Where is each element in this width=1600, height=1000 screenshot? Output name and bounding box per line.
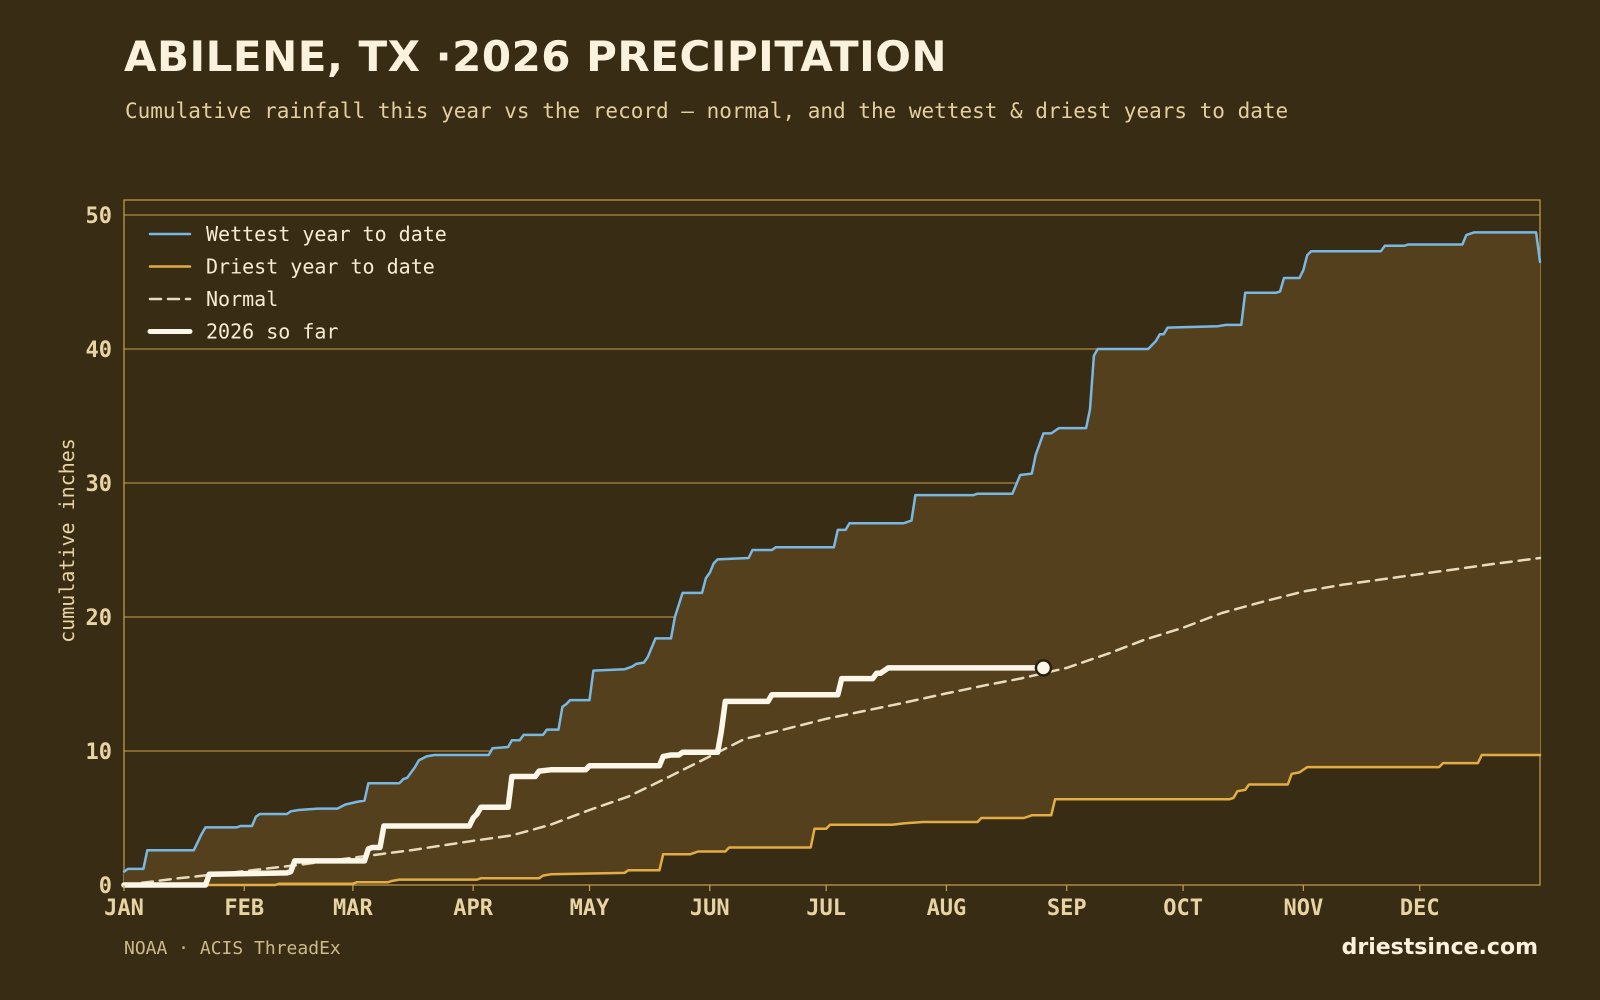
axis-layer: 0 10 20 30 40 50 JAN FEB MAR APR MAY JUN JUL AUG SEP OC…: [55, 204, 1440, 921]
series-line-driest: [122, 753, 1542, 887]
y-tick-label: 0: [99, 874, 112, 899]
y-tick-label: 10: [86, 740, 113, 765]
x-tick-label: OCT: [1163, 896, 1203, 921]
series-line-current: [121, 665, 1047, 888]
y-axis-label: cumulative inches: [55, 438, 79, 643]
record-range-band: [124, 232, 1540, 885]
series-line-normal: [122, 556, 1542, 887]
x-tick-label: SEP: [1047, 896, 1087, 921]
y-tick-label: 40: [86, 338, 113, 363]
x-tick-label: JUL: [806, 896, 846, 921]
x-tick-label: APR: [453, 896, 493, 921]
legend-label-driest: Driest year to date: [206, 255, 435, 279]
x-tick-label: AUG: [927, 896, 967, 921]
legend-label-wettest: Wettest year to date: [206, 222, 447, 246]
series-layer: [121, 231, 1542, 888]
page-subtitle: Cumulative rainfall this year vs the rec…: [125, 99, 1289, 123]
legend-label-normal: Normal: [206, 287, 278, 311]
data-source: NOAA · ACIS ThreadEx: [124, 938, 341, 959]
y-tick-label: 30: [86, 472, 113, 497]
x-tick-label: FEB: [224, 896, 264, 921]
brand-link[interactable]: driestsince.com: [1341, 935, 1538, 960]
series-line-wettest: [122, 231, 1542, 873]
x-tick-label: DEC: [1400, 896, 1440, 921]
x-tick-label: JUN: [690, 896, 730, 921]
x-tick-label: NOV: [1283, 896, 1323, 921]
legend: Wettest year to date Driest year to date N…: [147, 222, 447, 344]
y-tick-label: 50: [86, 204, 113, 229]
legend-label-current: 2026 so far: [206, 320, 338, 344]
x-tick-label: MAY: [570, 896, 610, 921]
x-tick-label: JAN: [104, 896, 144, 921]
band-layer: [124, 232, 1540, 885]
page-title: ABILENE, TX ·2026 PRECIPITATION: [124, 32, 948, 81]
current-endpoint-marker: [1034, 659, 1053, 677]
x-tick-label: MAR: [333, 896, 373, 921]
y-tick-label: 20: [86, 606, 113, 631]
